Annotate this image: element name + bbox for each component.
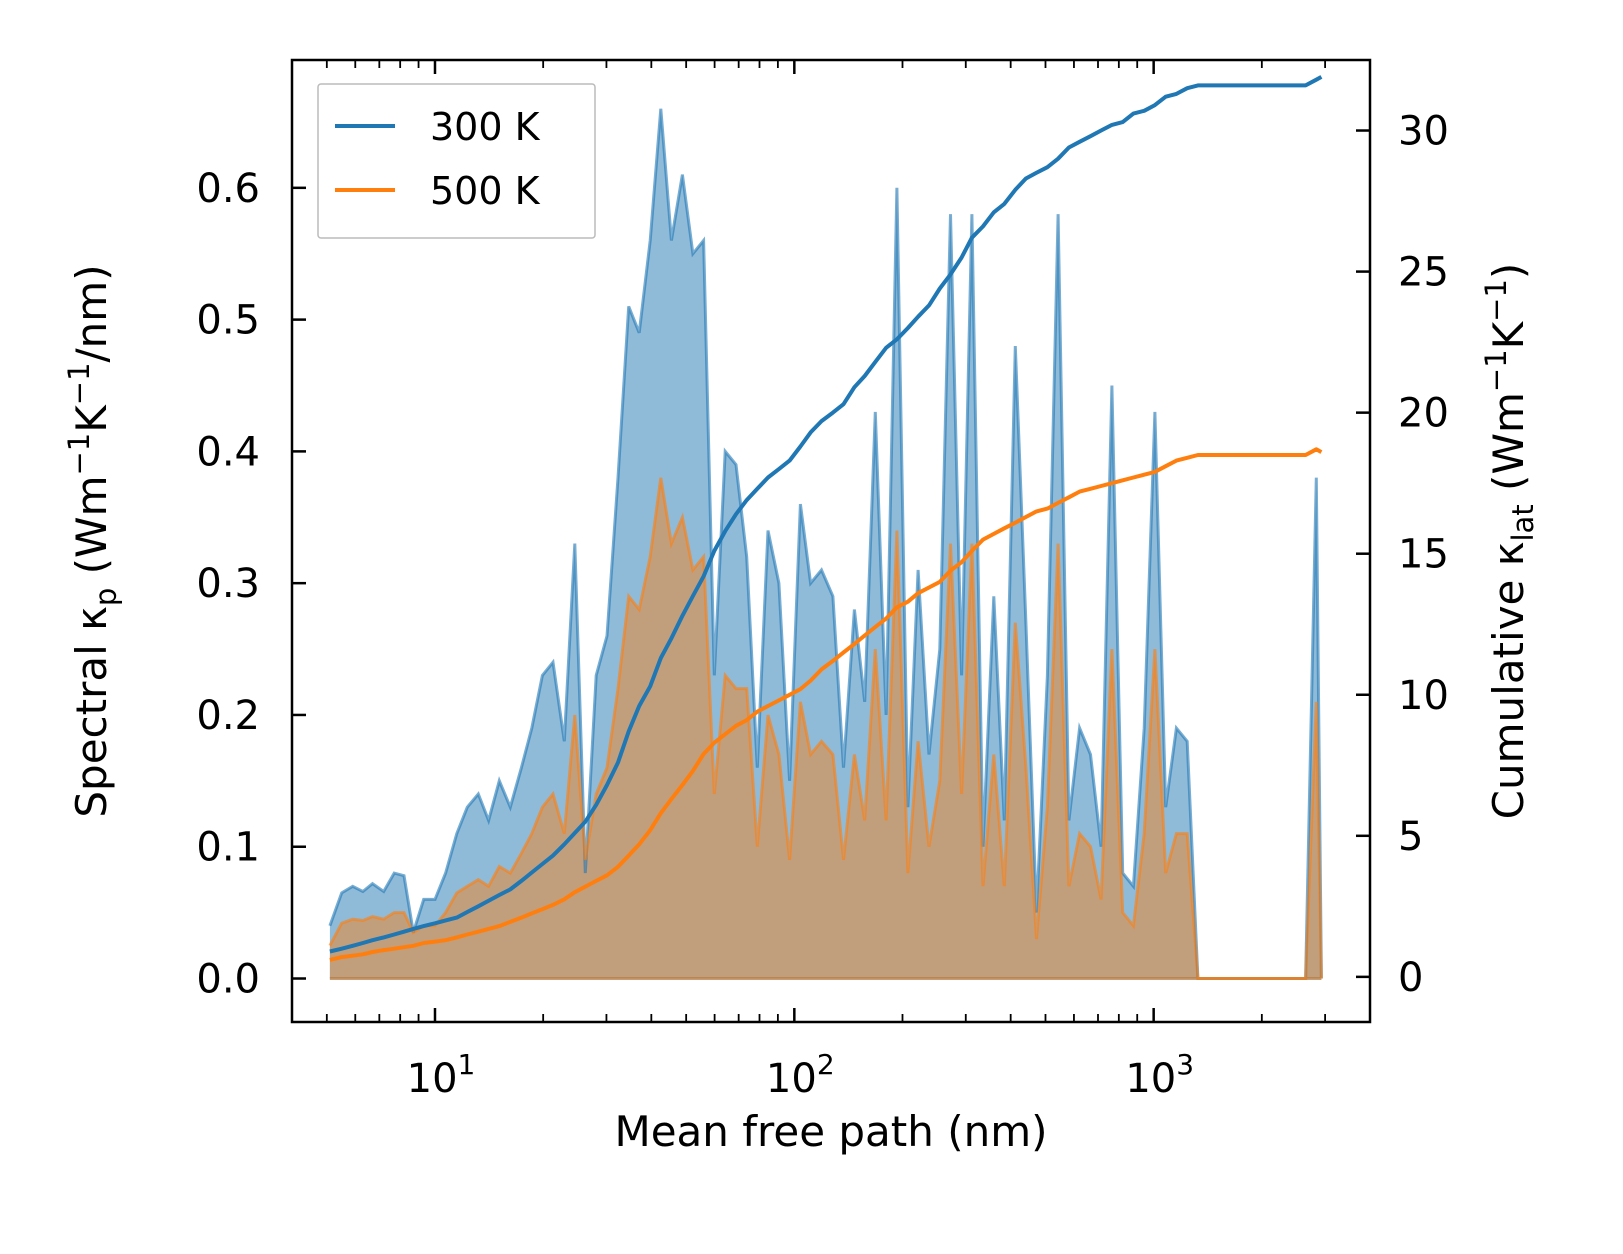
y-tick-right-1: 5 — [1398, 814, 1423, 860]
y-left-sup1: −1 — [62, 433, 96, 476]
cumulative-lines — [329, 75, 1323, 962]
y-tick-left-6: 0.6 — [196, 166, 260, 212]
y-left-pre: Spectral κ — [67, 606, 116, 818]
x-axis-title: Mean free path (nm) — [614, 1107, 1047, 1156]
x-tick-2-base: 10 — [1125, 1056, 1176, 1102]
y-tick-right-4: 20 — [1398, 391, 1449, 437]
legend-label-500k: 500 K — [430, 169, 541, 213]
y-tick-left-4: 0.4 — [196, 429, 260, 475]
legend-box — [317, 83, 596, 239]
x-tick-1-base: 10 — [766, 1056, 817, 1102]
x-tick-labels: 101 102 103 — [407, 1048, 1194, 1102]
y-axis-title-left: Spectral κp (Wm−1K−1/nm) — [62, 264, 123, 817]
y-left-end: /nm) — [67, 264, 116, 362]
y-tick-left-0: 0.0 — [196, 957, 260, 1003]
x-tick-1: 102 — [766, 1048, 835, 1102]
y-right-mid: K — [1484, 320, 1533, 349]
spectral-edges — [328, 108, 1323, 980]
y-left-sub: p — [89, 588, 123, 606]
x-tick-0: 101 — [407, 1048, 476, 1102]
y-right-post: (Wm — [1484, 392, 1533, 504]
y-tick-left-5: 0.5 — [196, 298, 260, 344]
y-tick-right-6: 30 — [1398, 109, 1449, 155]
y-right-pre: Cumulative κ — [1484, 542, 1533, 820]
y-tick-right-2: 10 — [1398, 673, 1449, 719]
y-right-sup1: −1 — [1479, 349, 1513, 392]
x-tick-1-exp: 2 — [817, 1048, 835, 1081]
legend-label-300k: 300 K — [430, 105, 541, 149]
y-tick-labels-right: 0 5 10 15 20 25 30 — [1398, 109, 1449, 1001]
cumulative-line-300k — [329, 75, 1323, 954]
y-left-sup2: −1 — [62, 362, 96, 405]
y-tick-right-3: 15 — [1398, 532, 1449, 578]
legend: 300 K 500 K — [317, 83, 596, 239]
y-left-mid: K — [67, 404, 116, 433]
y-left-post: (Wm — [67, 476, 116, 588]
x-tick-0-base: 10 — [407, 1056, 458, 1102]
spectral-area-500k — [329, 477, 1322, 979]
plot-frame — [290, 58, 1372, 1024]
y-right-end: ) — [1484, 263, 1533, 279]
y-tick-right-0: 0 — [1398, 955, 1423, 1001]
y-axis-title-right: Cumulative κlat (Wm−1K−1) — [1479, 263, 1540, 820]
x-tick-2-exp: 3 — [1176, 1048, 1194, 1081]
spectral-line-500k — [328, 477, 1323, 980]
y-tick-left-3: 0.3 — [196, 561, 260, 607]
y-right-sup2: −1 — [1479, 279, 1513, 322]
axis-ticks — [291, 60, 1371, 1022]
spectral-line-300k — [328, 108, 1323, 980]
y-right-sub: lat — [1506, 504, 1540, 541]
cumulative-line-500k — [329, 447, 1323, 962]
y-tick-left-2: 0.2 — [196, 693, 260, 739]
x-tick-0-exp: 1 — [458, 1048, 476, 1081]
y-tick-left-1: 0.1 — [196, 825, 260, 871]
x-tick-2: 103 — [1125, 1048, 1194, 1102]
y-tick-right-5: 25 — [1398, 250, 1449, 296]
y-tick-labels-left: 0.0 0.1 0.2 0.3 0.4 0.5 0.6 — [196, 166, 260, 1003]
